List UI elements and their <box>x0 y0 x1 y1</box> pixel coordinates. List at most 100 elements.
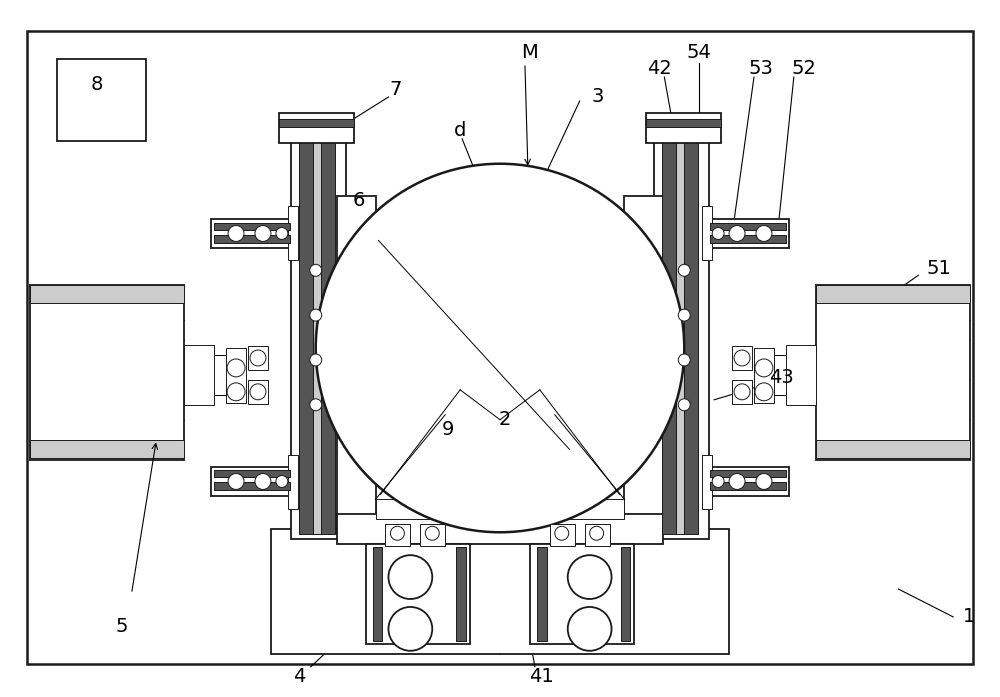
Bar <box>624 196 663 535</box>
Circle shape <box>276 227 288 240</box>
Bar <box>710 482 786 491</box>
Bar <box>248 380 268 404</box>
Bar <box>816 285 970 303</box>
Bar <box>335 296 343 335</box>
Bar <box>732 380 752 404</box>
Bar <box>710 236 786 243</box>
Circle shape <box>255 473 271 489</box>
Bar <box>279 113 354 143</box>
Bar <box>732 346 752 370</box>
Circle shape <box>678 399 690 411</box>
Bar <box>456 547 466 641</box>
Circle shape <box>390 526 404 540</box>
Bar <box>537 547 547 641</box>
Bar <box>248 346 268 370</box>
Text: d: d <box>454 121 466 140</box>
Bar <box>702 206 712 261</box>
Circle shape <box>276 475 288 487</box>
Bar <box>366 544 470 644</box>
Bar <box>646 113 721 143</box>
Circle shape <box>568 556 612 599</box>
Bar <box>299 121 313 535</box>
Circle shape <box>310 399 322 411</box>
Bar <box>530 544 634 644</box>
Bar <box>385 524 410 546</box>
Circle shape <box>755 359 773 377</box>
Text: 2: 2 <box>499 411 511 429</box>
Bar <box>684 121 698 535</box>
Text: 7: 7 <box>389 79 402 98</box>
Text: 4: 4 <box>293 667 305 686</box>
Circle shape <box>227 359 245 377</box>
Bar <box>707 219 789 248</box>
Text: 5: 5 <box>115 618 128 636</box>
Circle shape <box>255 226 271 241</box>
Bar <box>337 514 663 544</box>
Circle shape <box>555 526 569 540</box>
Circle shape <box>250 384 266 400</box>
Bar <box>662 121 676 535</box>
Circle shape <box>227 383 245 401</box>
Bar <box>702 454 712 510</box>
Text: 1: 1 <box>963 607 976 627</box>
Bar <box>214 222 290 231</box>
Circle shape <box>228 226 244 241</box>
Circle shape <box>316 164 684 533</box>
Bar <box>420 524 445 546</box>
Circle shape <box>590 526 604 540</box>
Text: 3: 3 <box>591 86 604 105</box>
Bar <box>337 196 376 535</box>
Bar <box>710 222 786 231</box>
Circle shape <box>310 264 322 276</box>
Bar <box>279 119 354 127</box>
Text: 42: 42 <box>647 59 672 77</box>
Bar <box>321 121 335 535</box>
Circle shape <box>755 383 773 401</box>
Circle shape <box>678 309 690 321</box>
Bar <box>754 348 774 403</box>
Bar <box>291 116 346 539</box>
Circle shape <box>756 226 772 241</box>
Text: 43: 43 <box>769 369 794 388</box>
Bar <box>214 236 290 243</box>
Bar <box>373 547 382 641</box>
Circle shape <box>388 556 432 599</box>
Bar <box>271 529 729 654</box>
Text: 8: 8 <box>90 75 103 93</box>
Bar <box>211 466 293 496</box>
Circle shape <box>388 607 432 651</box>
Bar <box>211 219 293 248</box>
Bar <box>816 440 970 457</box>
Circle shape <box>250 350 266 366</box>
Bar <box>214 482 290 491</box>
Text: 41: 41 <box>529 667 554 686</box>
Bar <box>30 440 184 457</box>
Circle shape <box>228 473 244 489</box>
Bar <box>657 296 665 335</box>
Bar <box>646 119 721 127</box>
Text: M: M <box>522 43 538 62</box>
Bar <box>288 206 298 261</box>
Bar <box>654 116 709 539</box>
Bar <box>676 121 684 535</box>
Bar <box>550 524 575 546</box>
Bar <box>786 345 816 405</box>
Bar <box>184 345 214 405</box>
Circle shape <box>729 473 745 489</box>
Bar <box>585 524 610 546</box>
Circle shape <box>712 475 724 487</box>
Bar <box>816 285 970 459</box>
Text: 52: 52 <box>791 59 816 77</box>
Text: 9: 9 <box>442 420 454 439</box>
Circle shape <box>729 226 745 241</box>
Bar <box>30 285 184 303</box>
Circle shape <box>310 309 322 321</box>
Circle shape <box>678 264 690 276</box>
Text: 51: 51 <box>926 259 951 278</box>
Circle shape <box>310 354 322 366</box>
Bar <box>288 454 298 510</box>
Bar <box>335 380 343 420</box>
Bar <box>57 59 146 141</box>
Circle shape <box>568 607 612 651</box>
Bar <box>214 470 290 477</box>
